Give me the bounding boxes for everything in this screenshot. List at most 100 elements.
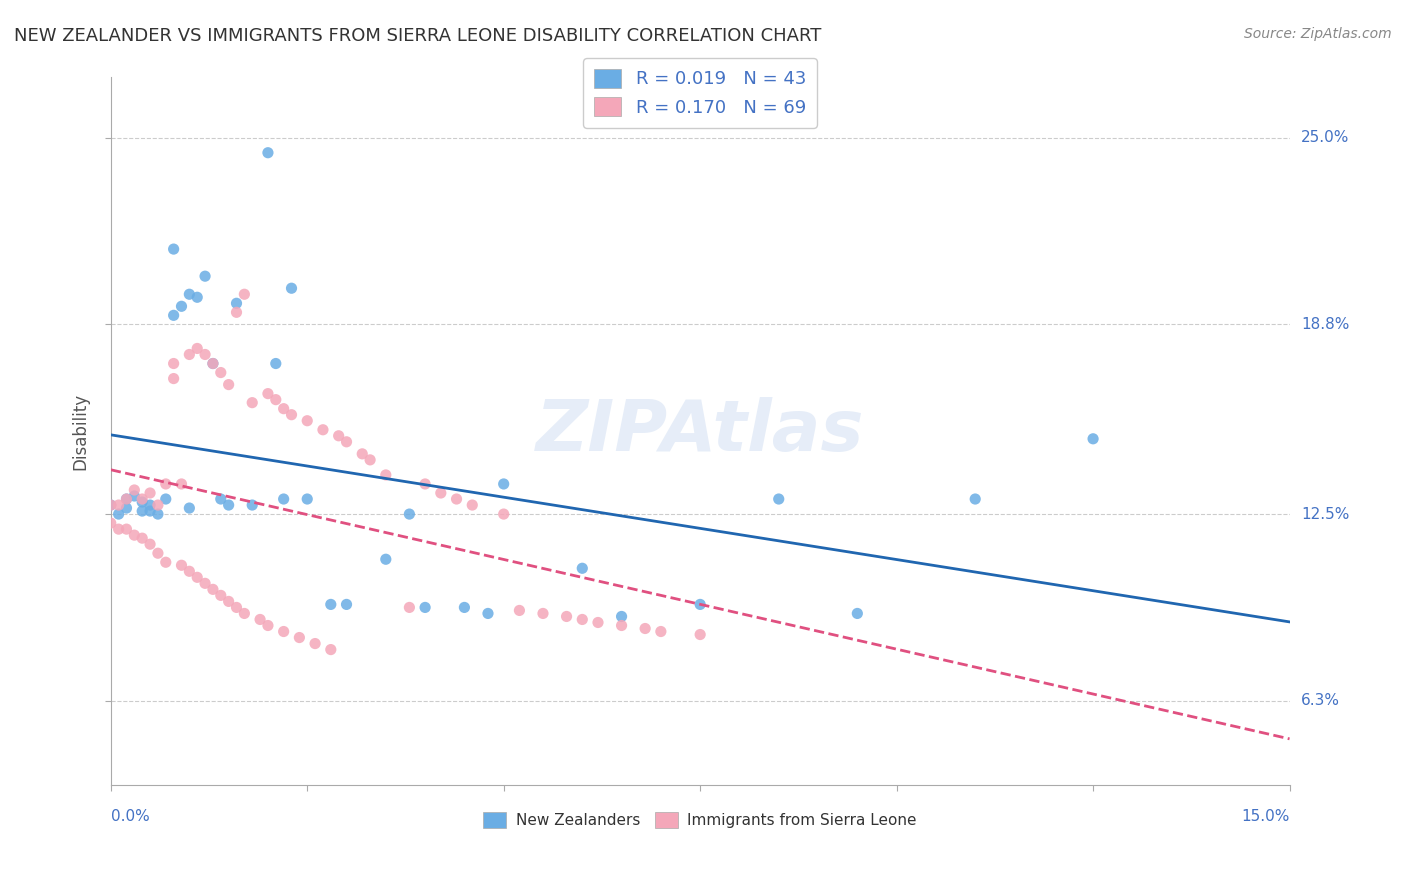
Point xyxy=(430,486,453,500)
Point xyxy=(233,287,256,301)
Point xyxy=(107,522,129,536)
Point xyxy=(115,491,138,506)
Point xyxy=(297,491,319,506)
Point xyxy=(398,600,420,615)
Point xyxy=(610,609,633,624)
Text: 18.8%: 18.8% xyxy=(1302,317,1350,332)
Point xyxy=(531,607,554,621)
Point xyxy=(115,501,138,516)
Point xyxy=(446,491,468,506)
Point xyxy=(115,491,138,506)
Point xyxy=(201,582,224,597)
Point xyxy=(155,555,177,569)
Point xyxy=(124,528,146,542)
Point xyxy=(107,507,129,521)
Point xyxy=(555,609,578,624)
Point xyxy=(218,594,240,608)
Point xyxy=(374,467,396,482)
Point xyxy=(768,491,790,506)
Text: 12.5%: 12.5% xyxy=(1302,507,1350,522)
Point xyxy=(689,627,711,641)
Point xyxy=(280,281,302,295)
Point xyxy=(100,498,122,512)
Point xyxy=(225,296,247,310)
Point xyxy=(398,507,420,521)
Point xyxy=(846,607,869,621)
Point xyxy=(492,477,515,491)
Point xyxy=(162,242,184,256)
Point xyxy=(413,477,436,491)
Point xyxy=(146,498,169,512)
Point xyxy=(218,377,240,392)
Point xyxy=(352,447,374,461)
Point xyxy=(170,299,193,313)
Point xyxy=(131,491,153,506)
Point xyxy=(586,615,609,630)
Point xyxy=(162,357,184,371)
Point xyxy=(571,612,593,626)
Point xyxy=(186,290,208,304)
Point xyxy=(131,531,153,545)
Point xyxy=(335,598,357,612)
Point xyxy=(155,477,177,491)
Point xyxy=(297,414,319,428)
Point xyxy=(319,598,342,612)
Legend: New Zealanders, Immigrants from Sierra Leone: New Zealanders, Immigrants from Sierra L… xyxy=(478,805,922,834)
Point xyxy=(139,498,162,512)
Point xyxy=(194,269,217,284)
Point xyxy=(233,607,256,621)
Point xyxy=(201,357,224,371)
Point xyxy=(335,434,357,449)
Point xyxy=(257,618,280,632)
Point xyxy=(257,145,280,160)
Point xyxy=(453,600,475,615)
Point xyxy=(273,491,295,506)
Point xyxy=(240,498,263,512)
Point xyxy=(146,546,169,560)
Text: 0.0%: 0.0% xyxy=(111,809,149,824)
Point xyxy=(186,570,208,584)
Point xyxy=(225,600,247,615)
Point xyxy=(374,552,396,566)
Point xyxy=(186,342,208,356)
Point xyxy=(170,558,193,573)
Point xyxy=(280,408,302,422)
Point xyxy=(155,491,177,506)
Text: 15.0%: 15.0% xyxy=(1241,809,1289,824)
Point xyxy=(209,366,232,380)
Point xyxy=(249,612,271,626)
Point xyxy=(264,392,287,407)
Point xyxy=(257,386,280,401)
Point xyxy=(209,491,232,506)
Point xyxy=(131,504,153,518)
Point xyxy=(139,504,162,518)
Point xyxy=(209,588,232,602)
Point xyxy=(179,287,201,301)
Point xyxy=(492,507,515,521)
Point xyxy=(146,507,169,521)
Point xyxy=(139,486,162,500)
Point xyxy=(225,305,247,319)
Point xyxy=(650,624,672,639)
Point xyxy=(179,501,201,516)
Point xyxy=(100,498,122,512)
Point xyxy=(319,642,342,657)
Text: Source: ZipAtlas.com: Source: ZipAtlas.com xyxy=(1244,27,1392,41)
Point xyxy=(312,423,335,437)
Point xyxy=(162,371,184,385)
Text: NEW ZEALANDER VS IMMIGRANTS FROM SIERRA LEONE DISABILITY CORRELATION CHART: NEW ZEALANDER VS IMMIGRANTS FROM SIERRA … xyxy=(14,27,821,45)
Point xyxy=(304,636,326,650)
Point xyxy=(139,537,162,551)
Point xyxy=(124,489,146,503)
Point xyxy=(115,522,138,536)
Point xyxy=(508,603,530,617)
Point xyxy=(288,631,311,645)
Text: 25.0%: 25.0% xyxy=(1302,130,1350,145)
Point xyxy=(107,498,129,512)
Point xyxy=(689,598,711,612)
Point xyxy=(359,453,381,467)
Point xyxy=(131,495,153,509)
Point xyxy=(218,498,240,512)
Point xyxy=(264,357,287,371)
Point xyxy=(273,624,295,639)
